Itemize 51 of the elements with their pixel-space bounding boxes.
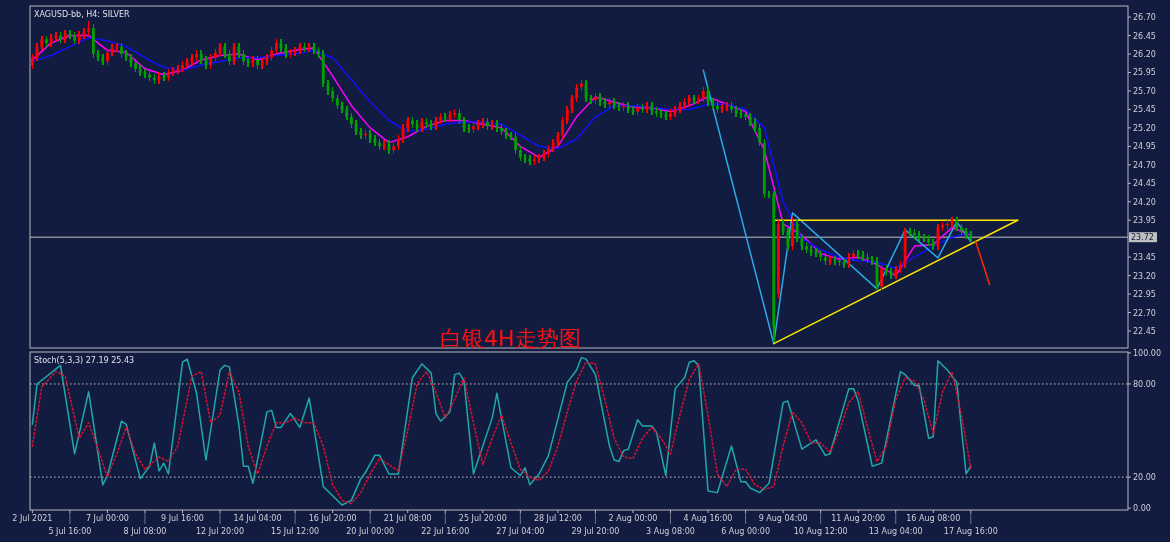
y-tick-label: 26.70 xyxy=(1133,13,1156,23)
y-tick-label: 24.20 xyxy=(1133,197,1156,207)
y-tick-label: 22.95 xyxy=(1133,290,1156,300)
x-tick-label: 9 Aug 04:00 xyxy=(758,514,808,523)
x-tick-label: 5 Jul 16:00 xyxy=(48,527,92,536)
x-tick-label: 21 Jul 08:00 xyxy=(383,514,432,523)
y-tick-label: 24.95 xyxy=(1133,142,1156,152)
y-tick-label: 0.00 xyxy=(1133,504,1151,514)
text: XAGUSD-bb, H4: SILVER xyxy=(34,10,131,19)
x-tick-label: 29 Jul 20:00 xyxy=(571,527,620,536)
y-tick-label: 25.70 xyxy=(1133,86,1156,96)
annotation: 白银4H走势图 xyxy=(440,326,581,351)
y-tick-label: 23.95 xyxy=(1133,216,1156,226)
x-tick-label: 10 Aug 12:00 xyxy=(793,527,848,536)
x-tick-label: 11 Aug 20:00 xyxy=(831,514,886,523)
x-tick-label: 15 Jul 12:00 xyxy=(271,527,320,536)
x-tick-label: 3 Aug 08:00 xyxy=(646,527,695,536)
x-tick-label: 17 Aug 16:00 xyxy=(943,527,998,536)
x-tick-label: 9 Jul 16:00 xyxy=(161,514,204,523)
y-tick-label: 23.45 xyxy=(1133,253,1156,263)
x-tick-label: 2 Jul 2021 xyxy=(12,514,53,523)
y-tick-label: 26.45 xyxy=(1133,31,1156,41)
x-tick-label: 6 Aug 00:00 xyxy=(721,527,771,536)
x-tick-label: 8 Jul 08:00 xyxy=(123,527,167,536)
y-tick-label: 23.20 xyxy=(1133,271,1156,281)
x-tick-label: 28 Jul 12:00 xyxy=(533,514,582,523)
y-tick-label: 100.00 xyxy=(1133,348,1161,358)
x-tick-label: 22 Jul 16:00 xyxy=(421,527,470,536)
x-tick-label: 27 Jul 04:00 xyxy=(496,527,545,536)
y-tick-label: 25.20 xyxy=(1133,123,1156,133)
x-tick-label: 16 Aug 08:00 xyxy=(906,514,961,523)
x-tick-label: 16 Jul 20:00 xyxy=(308,514,357,523)
x-tick-label: 25 Jul 20:00 xyxy=(458,514,507,523)
y-tick-label: 24.45 xyxy=(1133,179,1156,189)
y-tick-label: 26.20 xyxy=(1133,50,1156,60)
y-tick-label: 22.45 xyxy=(1133,327,1156,337)
x-tick-label: 14 Jul 04:00 xyxy=(233,514,282,523)
x-tick-label: 7 Jul 00:00 xyxy=(85,514,129,523)
text: Stoch(5,3,3) 27.19 25.43 xyxy=(34,356,135,365)
y-tick-label: 24.70 xyxy=(1133,160,1156,170)
x-tick-label: 2 Aug 00:00 xyxy=(608,514,658,523)
x-tick-label: 20 Jul 00:00 xyxy=(346,527,395,536)
x-tick-label: 4 Aug 16:00 xyxy=(683,514,733,523)
y-tick-label: 80.00 xyxy=(1133,379,1156,389)
x-tick-label: 12 Jul 20:00 xyxy=(196,527,245,536)
y-tick-label: 20.00 xyxy=(1133,473,1156,483)
y-tick-label: 22.70 xyxy=(1133,308,1156,318)
y-tick-label: 25.95 xyxy=(1133,68,1156,78)
ref-line-label: 23.72 xyxy=(1131,233,1154,243)
x-tick-label: 13 Aug 04:00 xyxy=(868,527,923,536)
y-tick-label: 25.45 xyxy=(1133,105,1156,115)
